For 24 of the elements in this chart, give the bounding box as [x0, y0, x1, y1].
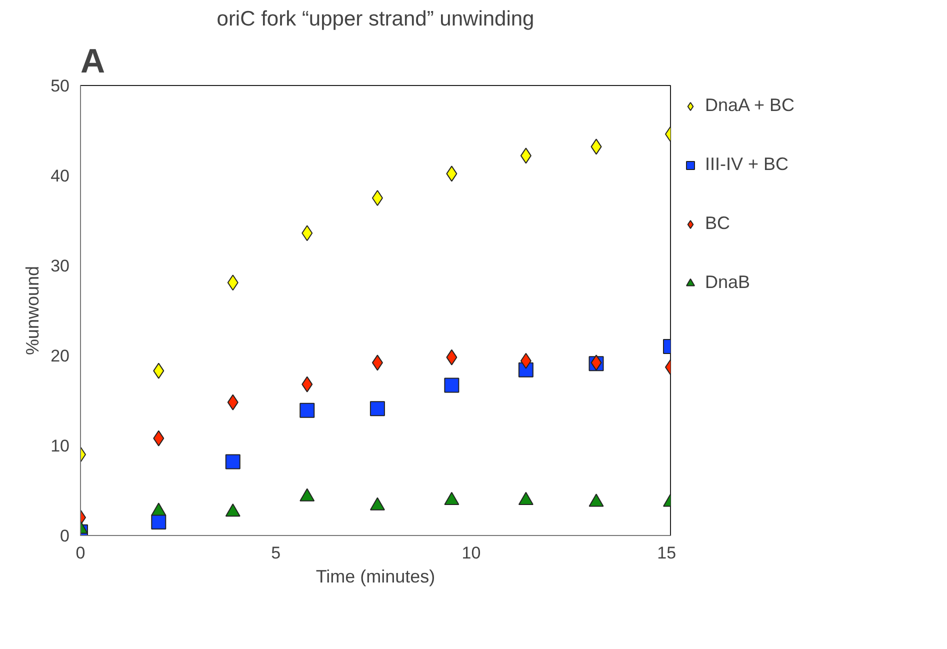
x-tick-label: 5 [271, 544, 281, 562]
x-axis-title: Time (minutes) [316, 566, 436, 586]
y-axis-title: %unwound [22, 266, 43, 356]
y-tick-label: 0 [60, 526, 70, 546]
chart-title: oriC fork “upper strand” unwinding [216, 8, 534, 30]
legend-label: BC [705, 213, 730, 234]
y-tick-label: 40 [50, 166, 70, 186]
x-tick-label: 0 [76, 544, 86, 562]
point [151, 514, 166, 530]
point [372, 190, 383, 206]
x-tick-label: 10 [462, 544, 481, 562]
x-tick-label: 15 [657, 544, 676, 562]
y-tick-label: 30 [50, 256, 70, 276]
legend-label: DnaB [705, 272, 750, 293]
legend-label: DnaA + BC [705, 95, 795, 116]
legend-label: III-IV + BC [705, 154, 789, 175]
y-tick-label: 20 [50, 346, 70, 366]
y-tick-label: 10 [50, 436, 70, 456]
point [444, 378, 460, 393]
point [300, 402, 315, 418]
point [370, 401, 385, 416]
y-tick-label: 50 [50, 76, 70, 96]
point [225, 454, 240, 470]
text: A [80, 42, 106, 80]
